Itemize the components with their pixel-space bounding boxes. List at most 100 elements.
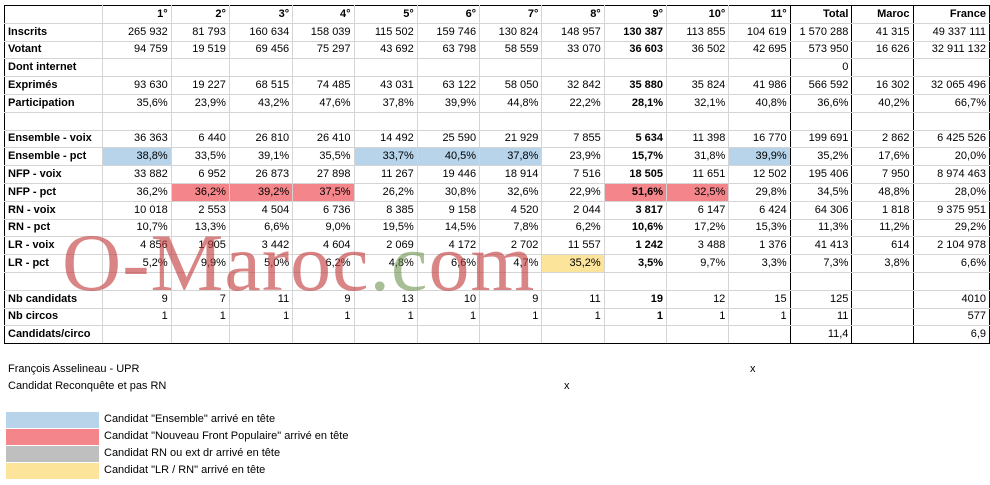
column-header-7: 7° [479,5,543,24]
note-upr: François Asselineau - UPR [8,363,140,375]
table-cell: 1 [170,307,230,327]
table-cell [851,271,914,291]
table-cell: 7 516 [541,165,605,184]
table-cell: 34,5% [789,182,853,202]
table-cell: 35,2% [541,254,605,273]
table-cell [666,271,730,291]
table-cell: 35 824 [666,76,730,95]
legend-item-nfp: Candidat "Nouveau Front Populaire" arriv… [6,429,366,445]
table-cell [912,271,990,291]
table-cell: 4 520 [479,200,543,220]
table-cell: 2 862 [851,129,914,149]
table-cell: 16 770 [728,129,791,149]
table-cell: 9,7% [666,254,730,273]
table-cell [479,325,543,345]
table-cell: 39,2% [228,182,294,202]
table-cell: 159 746 [416,22,481,42]
table-cell: 7 950 [851,165,914,184]
table-cell: 35,5% [292,147,355,167]
table-cell: 35,2% [789,147,853,167]
table-cell: 11 [789,307,853,327]
table-cell: 15,3% [728,218,791,238]
table-cell: 158 039 [292,22,355,42]
table-row: Candidats/circo 11,4 6,9 [4,325,990,345]
table-cell: 11,4 [789,325,853,345]
table-cell: 35 880 [603,76,668,95]
table-cell [416,58,481,78]
table-cell: 74 485 [292,76,355,95]
table-cell [170,58,230,78]
column-header-1: 1° [101,5,172,24]
row-label: Ensemble - pct [4,147,103,167]
row-label: Nb circos [4,307,103,327]
table-cell: 13,3% [170,218,230,238]
table-row: Exprimés 93 630 19 227 68 515 74 485 43 031 63… [4,76,990,95]
table-cell [603,58,668,78]
table-cell: 2 044 [541,200,605,220]
table-cell: 1 [603,307,668,327]
table-cell: 4,8% [353,254,418,273]
table-cell: 23,9% [541,147,605,167]
table-cell: 6 952 [170,165,230,184]
table-cell: 6,6% [912,254,990,273]
table-row: RN - voix 10 018 2 553 4 504 6 736 8 385 9 158… [4,200,990,220]
table-cell: 3 488 [666,236,730,256]
table-row: LR - pct 5,2% 9,9% 5,0% 6,2% 4,8% 6,6% 4,7% 35,2… [4,254,990,273]
table-cell: 26 873 [228,165,294,184]
table-row: NFP - pct 36,2% 36,2% 39,2% 37,5% 26,2% 30,8% 3… [4,182,990,202]
table-cell: 1 [479,307,543,327]
table-cell: 1 [353,307,418,327]
table-cell [912,58,990,78]
table-row: NFP - voix 33 882 6 952 26 873 27 898 11 267 1… [4,165,990,184]
table-cell: 8 974 463 [912,165,990,184]
row-label: Participation [4,93,103,113]
column-header-5: 5° [353,5,418,24]
table-cell: 9,9% [170,254,230,273]
table-cell: 28,0% [912,182,990,202]
legend-item-ensemble: Candidat "Ensemble" arrivé en tête [6,412,366,428]
legend-label-nfp: Candidat "Nouveau Front Populaire" arriv… [104,430,349,442]
table-cell: 18 914 [479,165,543,184]
table-cell: 577 [912,307,990,327]
table-cell: 28,1% [603,93,668,113]
table-cell: 15 [728,289,791,309]
table-cell: 130 387 [603,22,668,42]
table-cell: 1 [416,307,481,327]
table-cell: 573 950 [789,40,853,60]
table-cell: 3 817 [603,200,668,220]
table-cell: 11 267 [353,165,418,184]
table-cell: 148 957 [541,22,605,42]
table-cell [666,58,730,78]
table-cell: 614 [851,236,914,256]
table-cell: 19 [603,289,668,309]
table-cell: 25 590 [416,129,481,149]
table-cell: 2 104 978 [912,236,990,256]
table-cell: 81 793 [170,22,230,42]
table-cell: 32,5% [666,182,730,202]
table-cell: 4 172 [416,236,481,256]
table-cell: 36 363 [101,129,172,149]
legend-item-rn: Candidat RN ou ext dr arrivé en tête [6,446,366,462]
table-cell: 3 442 [228,236,294,256]
table-cell: 36,2% [101,182,172,202]
table-cell: 9 158 [416,200,481,220]
table-cell: 9 375 951 [912,200,990,220]
table-cell [101,111,172,131]
row-label: NFP - pct [4,182,103,202]
table-cell: 12 502 [728,165,791,184]
column-header-2: 2° [170,5,230,24]
table-cell: 43 692 [353,40,418,60]
column-header-total: Total [789,5,853,24]
note-reconquete-mark: x [564,380,570,392]
table-cell: 23,9% [170,93,230,113]
table-cell: 37,5% [292,182,355,202]
table-cell [292,325,355,345]
table-cell [603,271,668,291]
table-cell: 6 147 [666,200,730,220]
table-cell [170,111,230,131]
table-cell: 93 630 [101,76,172,95]
table-cell: 6 425 526 [912,129,990,149]
column-header-6: 6° [416,5,481,24]
table-cell: 37,8% [353,93,418,113]
table-cell [479,58,543,78]
